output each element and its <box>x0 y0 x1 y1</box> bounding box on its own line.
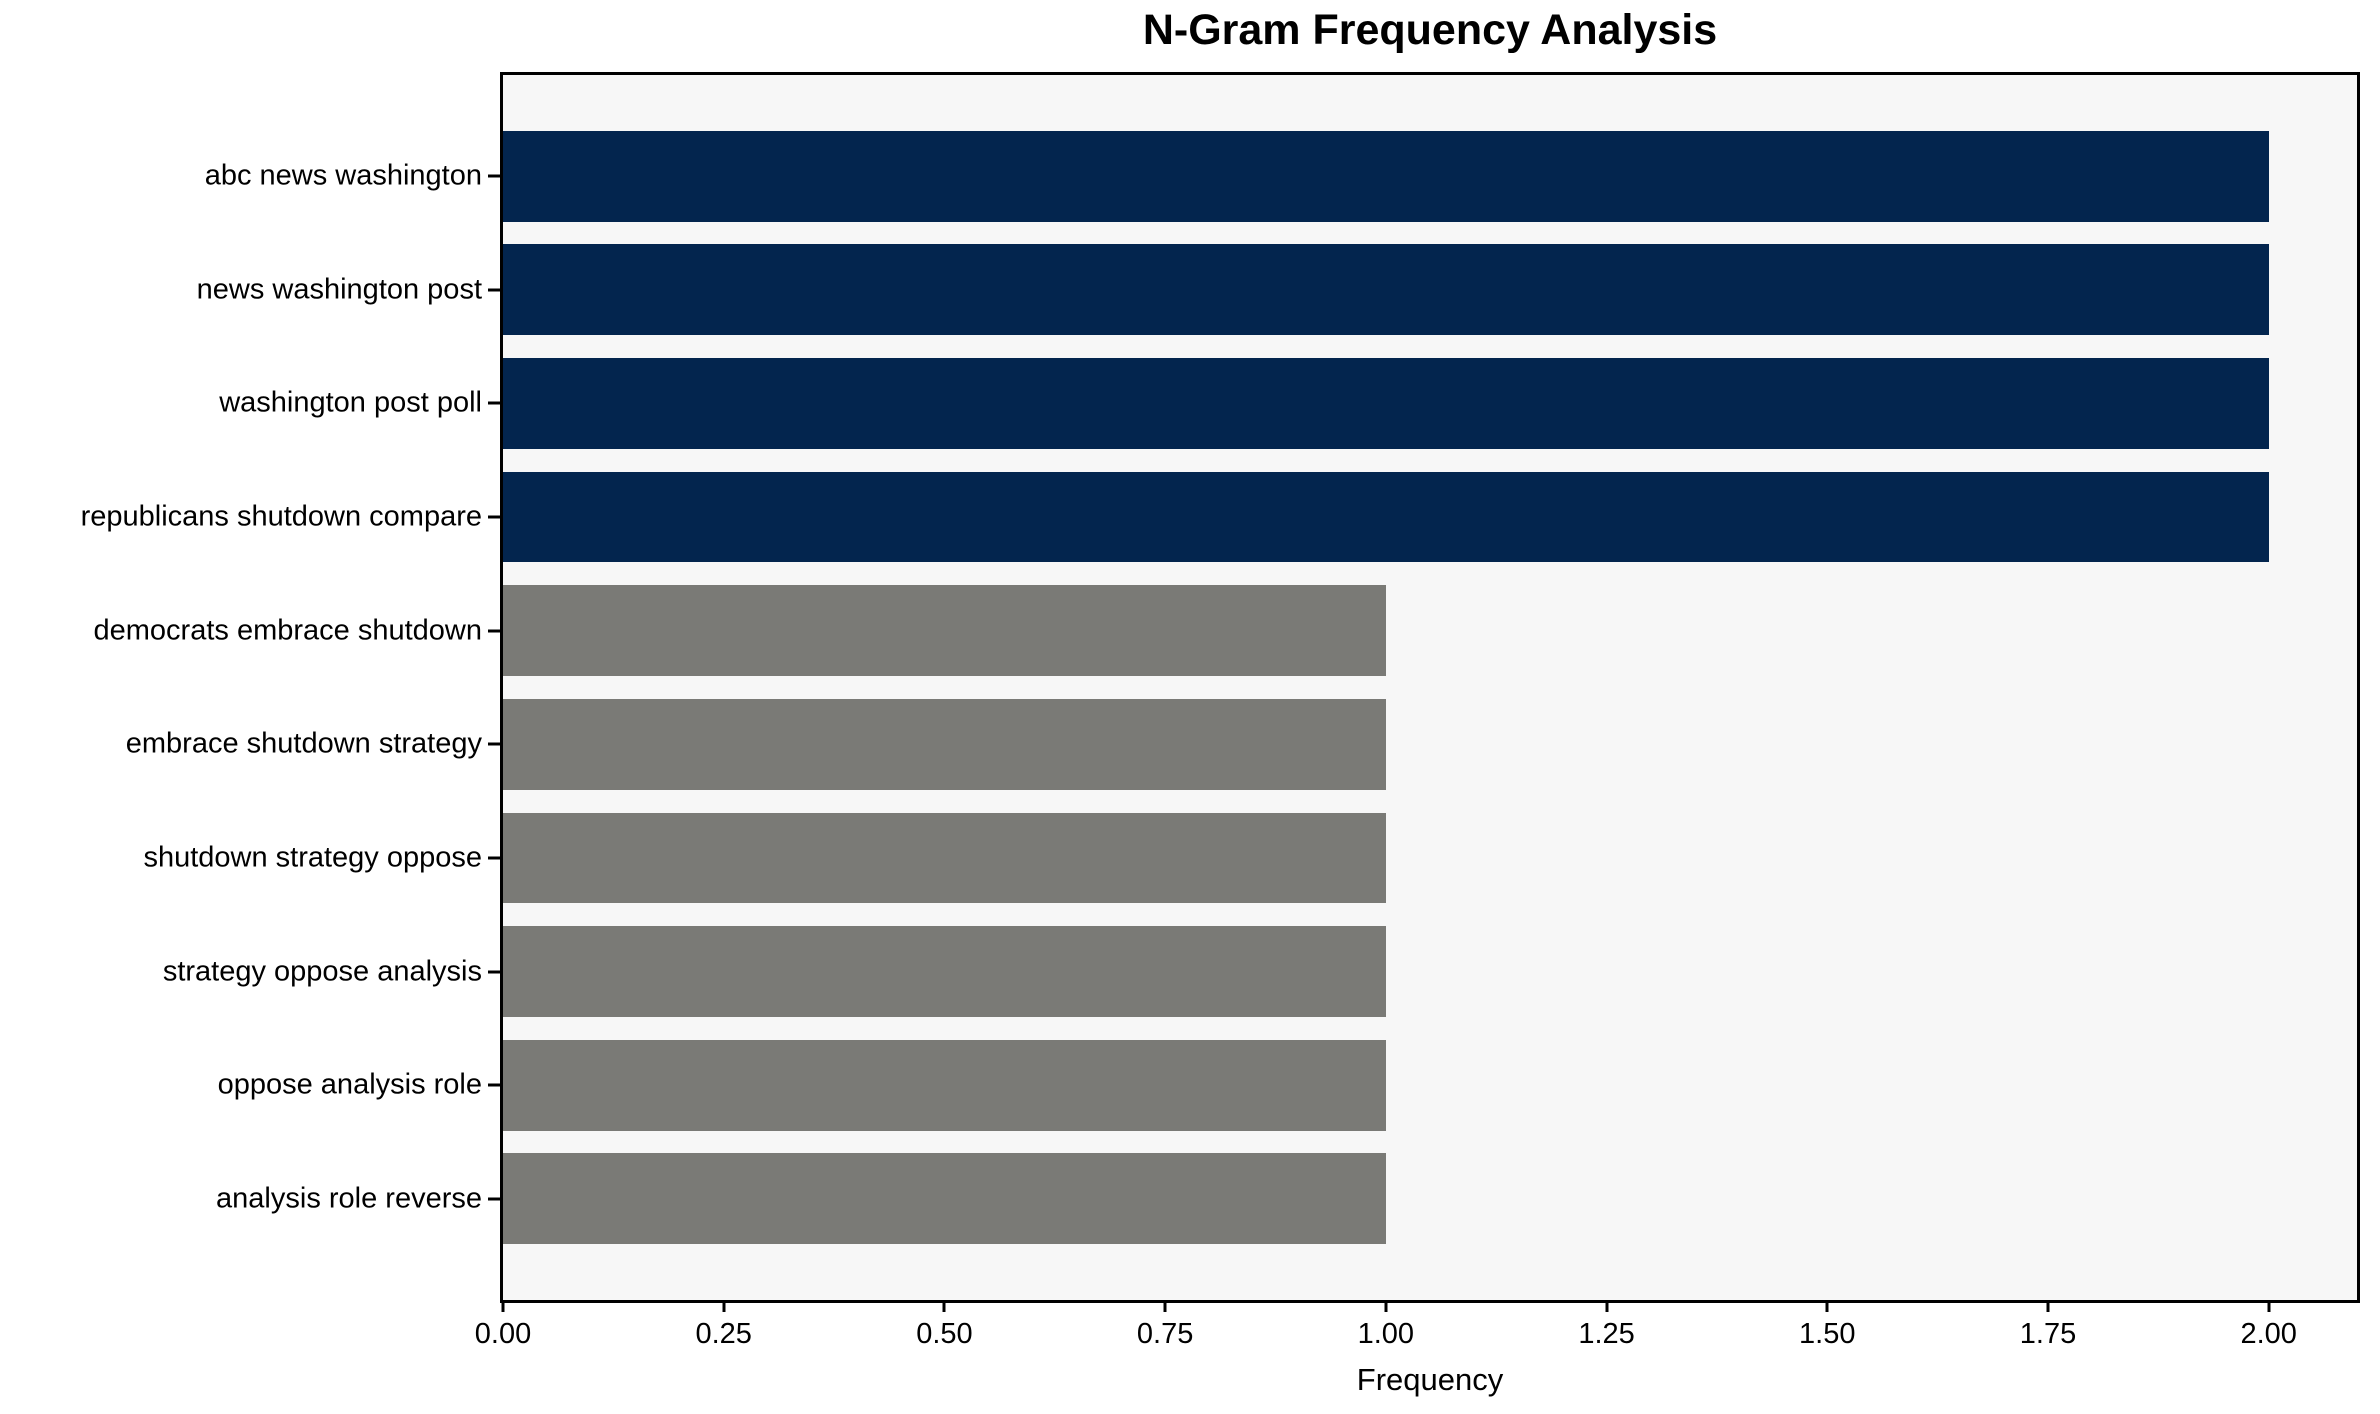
y-tick-mark <box>488 401 500 405</box>
x-tick-label: 0.50 <box>916 1318 973 1350</box>
y-tick-label: news washington post <box>196 273 482 306</box>
y-tick-mark <box>488 288 500 292</box>
y-tick-mark <box>488 970 500 974</box>
bar-news-washington-post <box>503 244 2269 336</box>
y-tick-label: embrace shutdown strategy <box>125 727 482 760</box>
y-tick-label: strategy oppose analysis <box>162 955 482 988</box>
y-tick-mark <box>488 515 500 519</box>
y-tick-mark <box>488 742 500 746</box>
y-tick-mark <box>488 1083 500 1087</box>
y-tick-mark <box>488 856 500 860</box>
bar-washington-post-poll <box>503 357 2269 449</box>
x-tick-label: 1.50 <box>1799 1318 1856 1350</box>
bar-strategy-oppose-analysis <box>503 926 1386 1018</box>
bar-republicans-shutdown-compare <box>503 471 2269 563</box>
x-axis-label: Frequency <box>1356 1362 1504 1397</box>
bar-shutdown-strategy-oppose <box>503 812 1386 904</box>
x-tick-label: 2.00 <box>2240 1318 2297 1350</box>
x-tick-label: 0.25 <box>695 1318 752 1350</box>
x-tick-mark <box>1605 1300 1609 1312</box>
x-tick-mark <box>1825 1300 1829 1312</box>
y-tick-label: republicans shutdown compare <box>80 500 482 533</box>
y-tick-label: democrats embrace shutdown <box>93 614 482 647</box>
y-tick-mark <box>488 1197 500 1201</box>
y-tick-mark <box>488 174 500 178</box>
x-tick-label: 1.00 <box>1357 1318 1415 1350</box>
plot-area <box>500 72 2360 1303</box>
x-tick-mark <box>942 1300 946 1312</box>
bar-democrats-embrace-shutdown <box>503 585 1386 677</box>
x-tick-mark <box>1163 1300 1167 1312</box>
x-tick-mark <box>501 1300 505 1312</box>
bar-oppose-analysis-role <box>503 1039 1386 1131</box>
x-tick-label: 1.25 <box>1578 1318 1635 1350</box>
x-tick-mark <box>722 1300 726 1312</box>
x-tick-mark <box>2046 1300 2050 1312</box>
y-tick-mark <box>488 629 500 633</box>
y-tick-label: oppose analysis role <box>217 1068 482 1101</box>
y-tick-label: shutdown strategy oppose <box>143 841 482 874</box>
bar-embrace-shutdown-strategy <box>503 698 1386 790</box>
bar-abc-news-washington <box>503 130 2269 222</box>
y-tick-label: washington post poll <box>219 386 482 419</box>
chart-title: N-Gram Frequency Analysis <box>1142 6 1718 54</box>
y-tick-label: abc news washington <box>204 159 482 192</box>
bar-analysis-role-reverse <box>503 1153 1386 1245</box>
y-tick-label: analysis role reverse <box>216 1182 482 1215</box>
x-tick-label: 0.00 <box>474 1318 532 1350</box>
x-tick-label: 1.75 <box>2019 1318 2077 1350</box>
x-tick-mark <box>1384 1300 1388 1312</box>
x-tick-mark <box>2267 1300 2271 1312</box>
x-tick-label: 0.75 <box>1136 1318 1194 1350</box>
